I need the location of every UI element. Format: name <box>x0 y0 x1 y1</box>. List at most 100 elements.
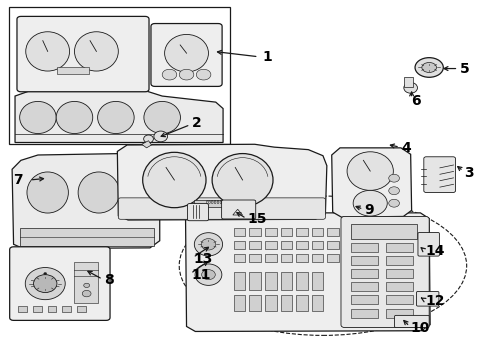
Ellipse shape <box>84 283 90 288</box>
Bar <box>351 309 378 318</box>
Bar <box>312 295 323 311</box>
FancyBboxPatch shape <box>17 17 149 92</box>
Bar <box>351 243 378 252</box>
Bar <box>62 306 71 312</box>
Text: 10: 10 <box>411 321 430 335</box>
Bar <box>77 306 86 312</box>
Bar <box>351 224 417 239</box>
Bar <box>327 242 339 249</box>
Bar <box>351 269 378 278</box>
Text: 15: 15 <box>247 212 267 226</box>
Ellipse shape <box>422 63 437 72</box>
Polygon shape <box>186 213 430 332</box>
Bar <box>404 77 413 87</box>
Ellipse shape <box>25 267 65 300</box>
Ellipse shape <box>389 174 399 182</box>
Ellipse shape <box>196 69 211 80</box>
FancyBboxPatch shape <box>10 247 110 320</box>
Bar <box>281 242 292 249</box>
Text: 1: 1 <box>262 50 272 64</box>
Bar <box>296 272 308 290</box>
FancyBboxPatch shape <box>188 203 208 221</box>
Bar <box>281 272 292 290</box>
Bar <box>249 295 261 311</box>
FancyBboxPatch shape <box>416 292 439 306</box>
Ellipse shape <box>33 275 57 293</box>
FancyBboxPatch shape <box>341 216 429 328</box>
Ellipse shape <box>82 291 91 297</box>
Ellipse shape <box>98 102 134 134</box>
Bar <box>386 282 413 291</box>
Bar <box>312 242 323 249</box>
Bar <box>281 228 292 236</box>
Bar <box>296 228 308 236</box>
Ellipse shape <box>389 187 399 195</box>
Ellipse shape <box>353 190 387 216</box>
Bar <box>386 256 413 265</box>
Bar <box>234 242 245 249</box>
Bar <box>19 306 27 312</box>
Text: 12: 12 <box>425 294 445 309</box>
Bar <box>265 228 277 236</box>
Ellipse shape <box>20 102 56 134</box>
Bar <box>249 254 261 262</box>
Ellipse shape <box>212 154 273 206</box>
Ellipse shape <box>165 35 208 72</box>
Ellipse shape <box>162 69 177 80</box>
Polygon shape <box>15 91 223 143</box>
Bar <box>296 242 308 249</box>
Ellipse shape <box>27 172 69 213</box>
Text: 7: 7 <box>14 173 23 187</box>
Text: 13: 13 <box>194 252 213 266</box>
Bar <box>265 295 277 311</box>
Bar <box>57 67 89 74</box>
Ellipse shape <box>389 199 399 207</box>
Bar <box>327 228 339 236</box>
Bar <box>234 295 245 311</box>
Text: 11: 11 <box>192 268 211 282</box>
Bar <box>351 295 378 303</box>
Polygon shape <box>332 148 412 217</box>
Text: 5: 5 <box>460 62 469 76</box>
Bar <box>281 254 292 262</box>
Text: 2: 2 <box>192 116 201 130</box>
FancyBboxPatch shape <box>394 315 429 328</box>
Ellipse shape <box>415 58 443 77</box>
Bar <box>386 309 413 318</box>
Bar <box>386 243 413 252</box>
Bar <box>234 254 245 262</box>
Bar <box>265 242 277 249</box>
Text: 9: 9 <box>365 203 374 217</box>
Ellipse shape <box>44 273 47 275</box>
Ellipse shape <box>56 102 93 134</box>
Ellipse shape <box>78 172 120 213</box>
Text: 8: 8 <box>104 273 114 287</box>
Ellipse shape <box>195 233 222 256</box>
Ellipse shape <box>143 152 206 208</box>
Bar <box>386 269 413 278</box>
Polygon shape <box>12 153 160 249</box>
Bar <box>265 254 277 262</box>
Bar <box>249 242 261 249</box>
Bar <box>9 7 230 144</box>
Polygon shape <box>117 144 327 220</box>
Text: 6: 6 <box>411 94 420 108</box>
Bar <box>327 254 339 262</box>
Bar <box>281 295 292 311</box>
Ellipse shape <box>179 69 194 80</box>
Bar <box>20 228 154 246</box>
Bar <box>74 262 98 303</box>
Text: 4: 4 <box>401 141 411 155</box>
Polygon shape <box>142 141 151 148</box>
Bar <box>48 306 56 312</box>
Bar <box>265 272 277 290</box>
Ellipse shape <box>202 270 215 280</box>
Bar <box>249 272 261 290</box>
Text: 3: 3 <box>464 166 474 180</box>
Bar <box>296 254 308 262</box>
Text: 14: 14 <box>425 244 445 258</box>
Bar <box>386 295 413 303</box>
Text: 000000: 000000 <box>206 201 223 205</box>
Bar <box>351 256 378 265</box>
FancyBboxPatch shape <box>118 198 325 219</box>
